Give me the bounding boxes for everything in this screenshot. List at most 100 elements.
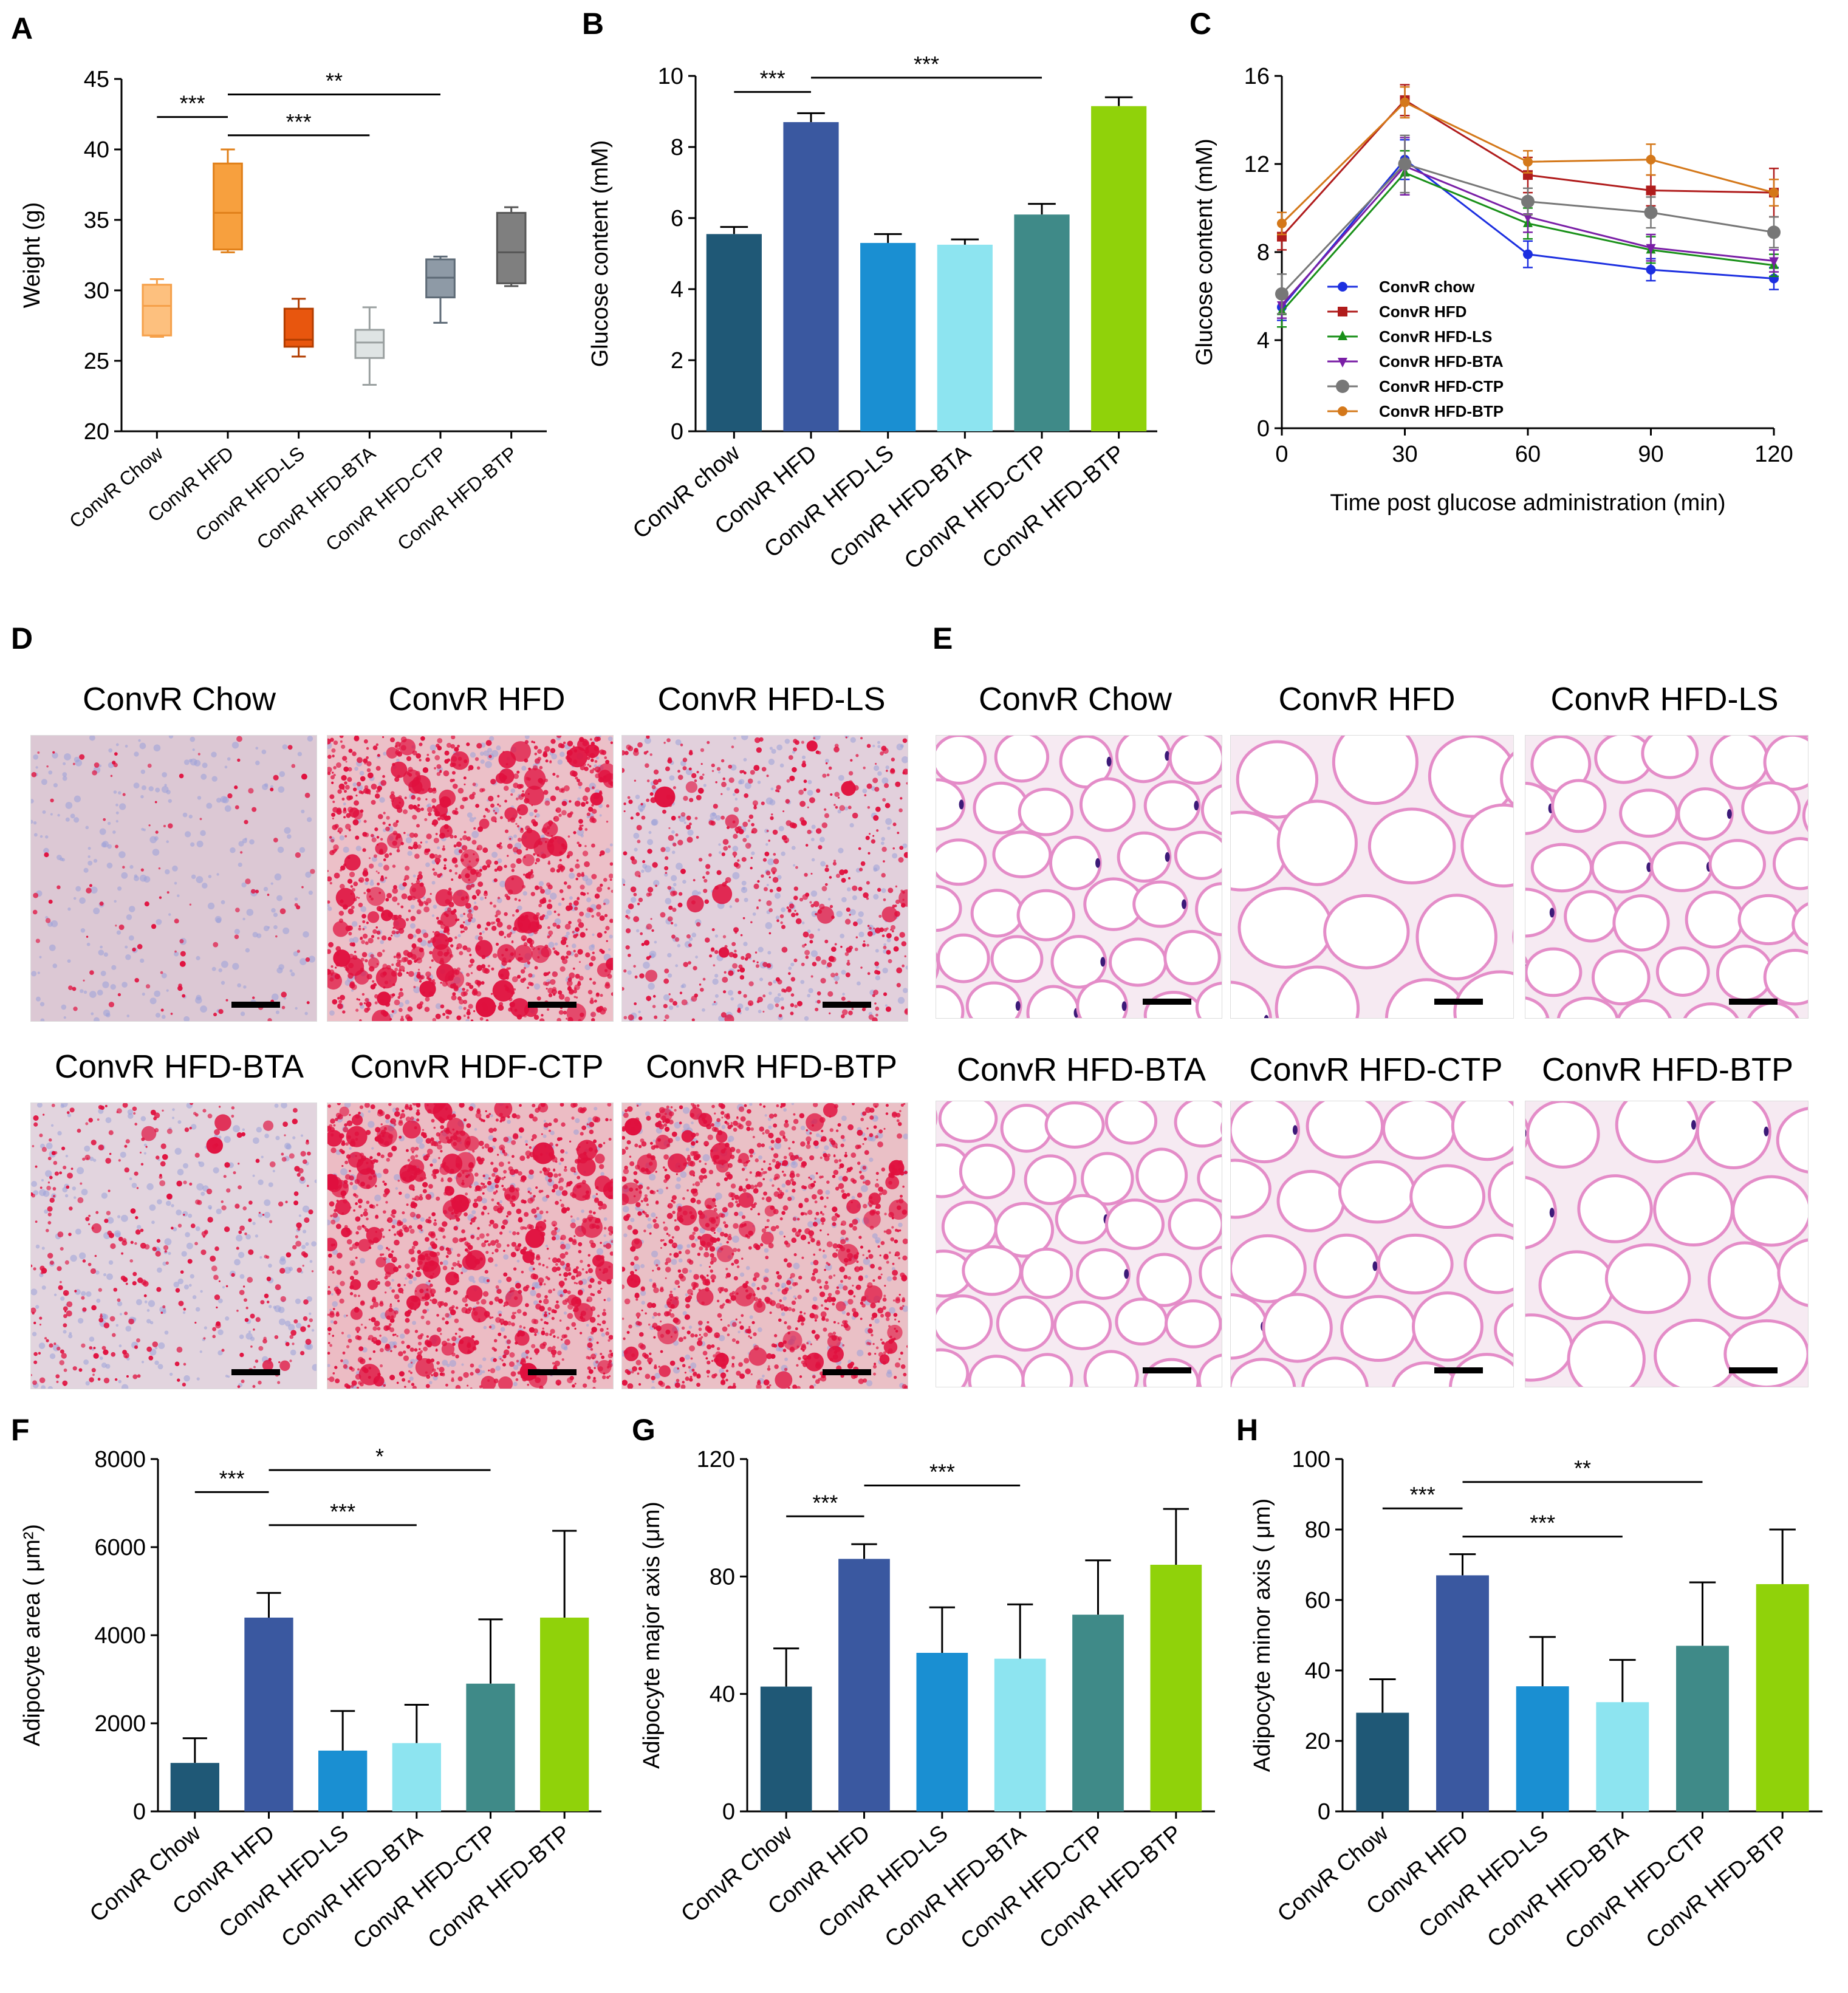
lipid-droplet: [355, 1335, 360, 1340]
nucleus: [128, 906, 135, 912]
lipid-droplet: [152, 1246, 157, 1251]
nucleus: [349, 938, 354, 943]
nucleus: [849, 822, 854, 828]
lipid-droplet: [70, 1167, 74, 1170]
lipid-droplet: [495, 1239, 499, 1243]
nucleus: [581, 1209, 584, 1213]
lipid-droplet: [362, 934, 368, 939]
lipid-droplet: [363, 758, 368, 764]
nucleus: [841, 969, 846, 975]
data-point: [1646, 185, 1656, 196]
lipid-droplet: [118, 925, 125, 931]
lipid-droplet: [593, 1376, 596, 1380]
nucleus: [305, 871, 312, 878]
lipid-droplet: [828, 955, 835, 962]
lipid-droplet: [447, 758, 451, 762]
nucleus: [243, 985, 247, 989]
lipid-droplet: [672, 908, 677, 912]
lipid-droplet: [556, 1336, 560, 1339]
lipid-droplet: [696, 771, 699, 774]
lipid-droplet: [59, 1359, 65, 1366]
lipid-droplet: [334, 872, 340, 879]
nucleus: [717, 771, 721, 774]
lipid-droplet: [443, 858, 447, 862]
lipid-droplet: [367, 911, 380, 923]
nucleus: [420, 1217, 425, 1222]
lipid-droplet: [892, 847, 895, 850]
lipid-droplet: [532, 1134, 537, 1140]
lipid-droplet: [207, 1217, 213, 1223]
nucleus: [790, 962, 795, 966]
lipid-droplet: [163, 1245, 169, 1251]
nucleus: [68, 1334, 73, 1339]
lipid-droplet: [590, 1011, 597, 1017]
nucleus: [767, 951, 772, 955]
lipid-droplet: [376, 906, 382, 912]
nucleus: [524, 736, 530, 739]
lipid-droplet: [31, 1194, 35, 1198]
nucleus: [892, 853, 898, 859]
nucleus: [529, 812, 534, 816]
lipid-droplet: [555, 1143, 559, 1147]
nucleus: [479, 897, 484, 901]
lipid-droplet: [305, 1339, 312, 1345]
lipid-droplet: [124, 1311, 128, 1316]
lipid-droplet: [237, 758, 241, 762]
lipid-droplet: [646, 736, 650, 739]
lipid-droplet: [375, 926, 378, 929]
lipid-droplet: [592, 951, 595, 954]
lipid-droplet: [452, 968, 458, 974]
nucleus: [758, 1010, 762, 1014]
lipid-droplet: [468, 909, 472, 913]
lipid-droplet: [630, 816, 634, 820]
nucleus: [133, 782, 140, 789]
lipid-droplet: [441, 1340, 448, 1347]
lipid-droplet: [558, 1173, 561, 1177]
lipid-droplet: [511, 1322, 515, 1327]
nucleus: [131, 1183, 137, 1188]
lipid-droplet: [329, 836, 332, 839]
lipid-droplet: [407, 1006, 413, 1012]
lipid-droplet: [372, 1296, 376, 1301]
lipid-droplet: [565, 955, 569, 959]
nucleus: [38, 1342, 46, 1349]
nucleus: [592, 933, 595, 936]
lipid-droplet: [772, 871, 776, 875]
lipid-droplet: [530, 1252, 535, 1257]
nucleus: [584, 964, 591, 971]
lipid-droplet: [213, 1274, 219, 1280]
lipid-droplet: [493, 904, 497, 908]
lipid-droplet: [139, 1151, 142, 1154]
nucleus: [880, 841, 885, 846]
nucleus: [77, 1167, 84, 1175]
nucleus: [886, 938, 891, 943]
lipid-droplet: [628, 903, 634, 909]
lipid-droplet: [375, 1278, 378, 1281]
lipid-droplet: [241, 1379, 245, 1384]
lipid-droplet: [536, 996, 541, 1001]
lipid-droplet: [900, 797, 903, 800]
lipid-droplet: [671, 934, 676, 939]
nucleus: [264, 1211, 271, 1219]
y-tick-label: 0: [1318, 1799, 1330, 1825]
lipid-droplet: [580, 1012, 584, 1017]
lipid-droplet: [244, 1318, 249, 1322]
nucleus: [779, 763, 784, 768]
nucleus: [41, 779, 47, 785]
panel-label-b: B: [582, 7, 604, 41]
nucleus: [776, 744, 782, 751]
lipid-droplet: [353, 787, 357, 791]
lipid-droplet: [599, 853, 602, 856]
nucleus: [74, 817, 80, 823]
lipid-droplet: [183, 1362, 187, 1366]
lipid-droplet: [512, 914, 515, 917]
lipid-droplet: [262, 1359, 273, 1371]
lipid-droplet: [428, 1184, 433, 1189]
nucleus: [289, 969, 293, 973]
y-axis-label: Glucose content (mM): [587, 140, 613, 367]
nucleus: [140, 1116, 146, 1121]
nucleus: [96, 1298, 101, 1303]
lipid-droplet: [419, 980, 422, 983]
lipid-droplet: [463, 1014, 466, 1017]
lipid-droplet: [686, 824, 691, 830]
